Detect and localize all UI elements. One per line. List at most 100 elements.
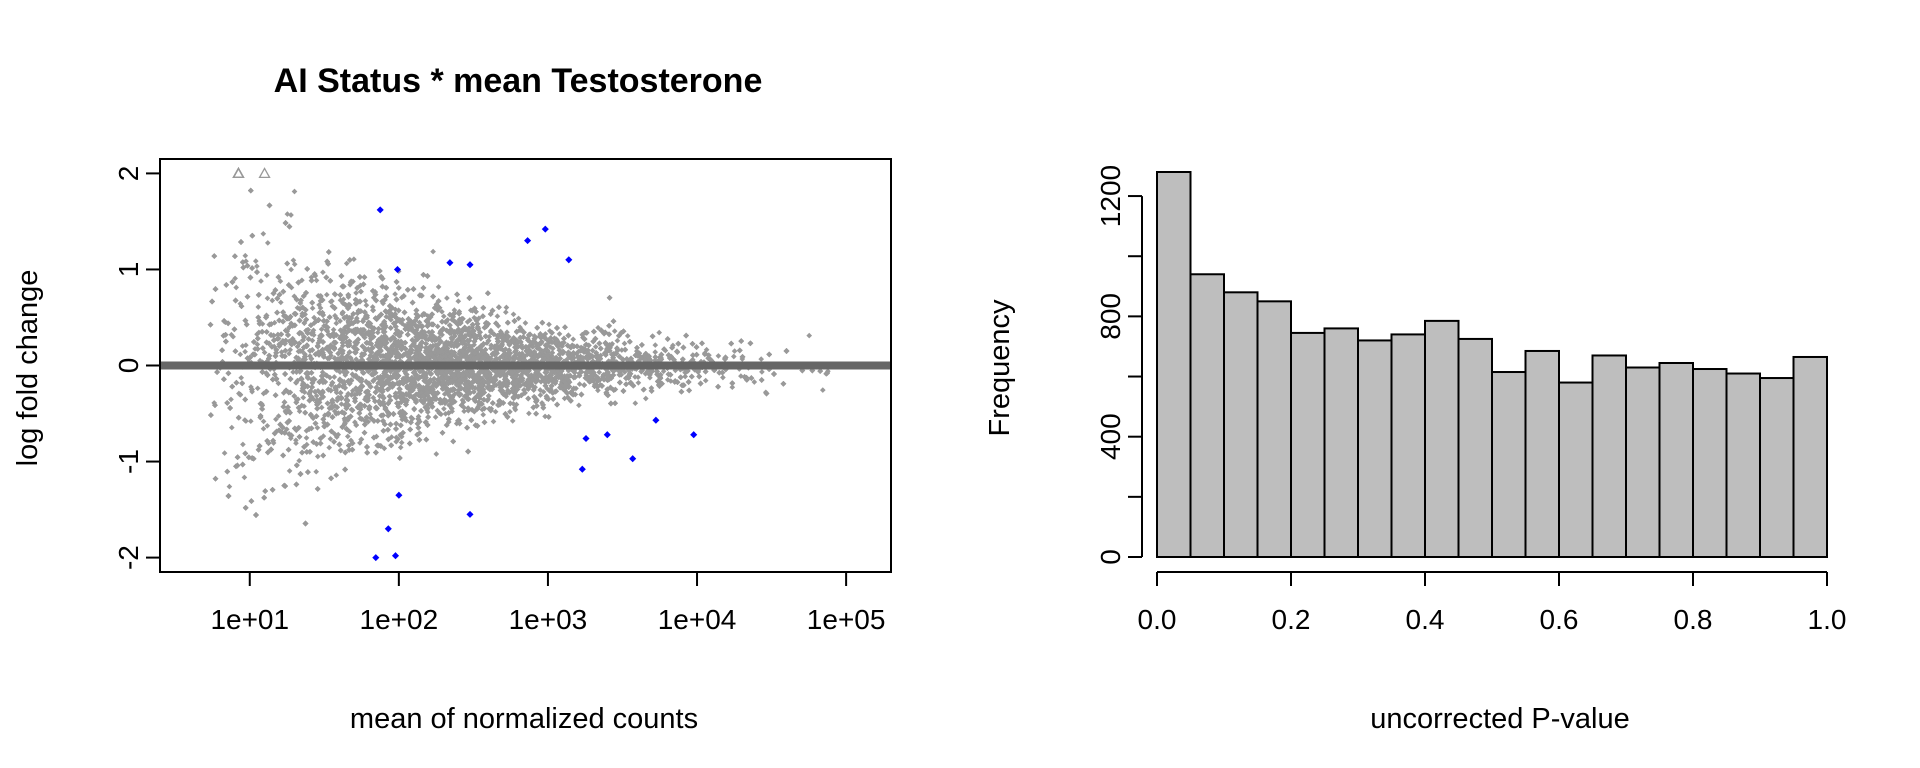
data-point bbox=[291, 261, 298, 268]
data-point bbox=[526, 410, 532, 417]
data-point bbox=[335, 431, 342, 438]
data-point bbox=[416, 319, 423, 326]
data-point bbox=[258, 278, 264, 284]
data-point bbox=[240, 441, 246, 448]
data-point bbox=[343, 260, 350, 267]
data-point bbox=[396, 333, 403, 339]
data-point bbox=[377, 268, 383, 274]
data-point bbox=[319, 369, 326, 376]
data-point bbox=[264, 240, 271, 246]
data-point bbox=[731, 348, 738, 354]
data-point bbox=[254, 341, 261, 348]
data-point bbox=[537, 392, 544, 398]
data-point bbox=[254, 263, 260, 270]
data-point bbox=[393, 434, 400, 441]
data-point bbox=[264, 295, 271, 302]
data-point bbox=[635, 379, 642, 386]
data-point bbox=[715, 353, 722, 359]
data-point bbox=[331, 431, 338, 437]
data-point bbox=[443, 422, 450, 428]
data-point bbox=[331, 374, 338, 380]
data-point bbox=[444, 295, 450, 301]
data-point bbox=[241, 417, 248, 423]
data-point bbox=[275, 380, 282, 387]
data-point bbox=[362, 297, 369, 304]
data-point bbox=[624, 333, 631, 339]
data-point bbox=[228, 424, 235, 431]
data-point bbox=[241, 474, 248, 481]
data-point bbox=[367, 411, 374, 417]
ma-points bbox=[207, 167, 831, 527]
data-point bbox=[308, 274, 315, 281]
data-point bbox=[589, 347, 596, 354]
data-point bbox=[641, 386, 647, 393]
data-point bbox=[492, 408, 499, 415]
data-point bbox=[232, 275, 238, 282]
data-point bbox=[381, 445, 388, 452]
data-point bbox=[344, 433, 351, 440]
data-point bbox=[596, 369, 603, 376]
data-point bbox=[284, 211, 291, 217]
data-point bbox=[318, 404, 325, 411]
data-point bbox=[632, 374, 638, 380]
data-point bbox=[751, 379, 758, 385]
data-point bbox=[293, 440, 299, 447]
data-point bbox=[291, 188, 298, 195]
data-point bbox=[546, 321, 552, 328]
data-point bbox=[435, 284, 442, 290]
data-point bbox=[299, 277, 305, 284]
data-point bbox=[503, 304, 510, 311]
data-point bbox=[313, 393, 320, 399]
data-point bbox=[275, 413, 282, 419]
data-point bbox=[494, 313, 501, 320]
data-point bbox=[642, 395, 649, 402]
data-point bbox=[301, 403, 307, 410]
data-point bbox=[247, 418, 254, 425]
data-point bbox=[451, 307, 458, 313]
data-point bbox=[618, 347, 625, 353]
data-point bbox=[385, 386, 392, 392]
data-point bbox=[327, 436, 334, 442]
data-point bbox=[522, 320, 529, 326]
data-point bbox=[286, 468, 293, 474]
data-point bbox=[652, 349, 659, 355]
data-point bbox=[597, 352, 604, 359]
data-point bbox=[369, 304, 376, 310]
data-point bbox=[238, 374, 245, 381]
data-point bbox=[758, 356, 765, 362]
data-point bbox=[441, 405, 447, 412]
data-point bbox=[255, 304, 262, 310]
data-point bbox=[542, 413, 548, 420]
data-point bbox=[313, 277, 320, 284]
data-point bbox=[507, 408, 513, 415]
data-point bbox=[459, 397, 466, 403]
data-point bbox=[667, 378, 674, 384]
data-point bbox=[576, 402, 582, 409]
data-point bbox=[592, 343, 599, 350]
data-point bbox=[263, 272, 270, 279]
data-point bbox=[318, 326, 325, 333]
data-point bbox=[309, 305, 316, 312]
data-point bbox=[351, 256, 357, 263]
data-point bbox=[252, 258, 259, 264]
data-point bbox=[399, 320, 406, 327]
data-point bbox=[288, 266, 294, 273]
data-point bbox=[242, 252, 249, 259]
data-point bbox=[656, 329, 663, 336]
data-point bbox=[333, 320, 340, 327]
data-point bbox=[300, 394, 307, 401]
data-point bbox=[652, 342, 659, 348]
data-point bbox=[647, 374, 653, 381]
data-point bbox=[264, 422, 271, 429]
data-point bbox=[333, 472, 340, 479]
data-point bbox=[277, 278, 284, 285]
data-point bbox=[233, 284, 240, 291]
data-point bbox=[425, 329, 432, 335]
data-point bbox=[702, 377, 709, 384]
data-point bbox=[254, 385, 261, 392]
data-point bbox=[329, 298, 335, 304]
data-point bbox=[286, 350, 292, 357]
data-point bbox=[502, 309, 509, 316]
data-point bbox=[228, 396, 234, 403]
data-point bbox=[819, 387, 826, 393]
